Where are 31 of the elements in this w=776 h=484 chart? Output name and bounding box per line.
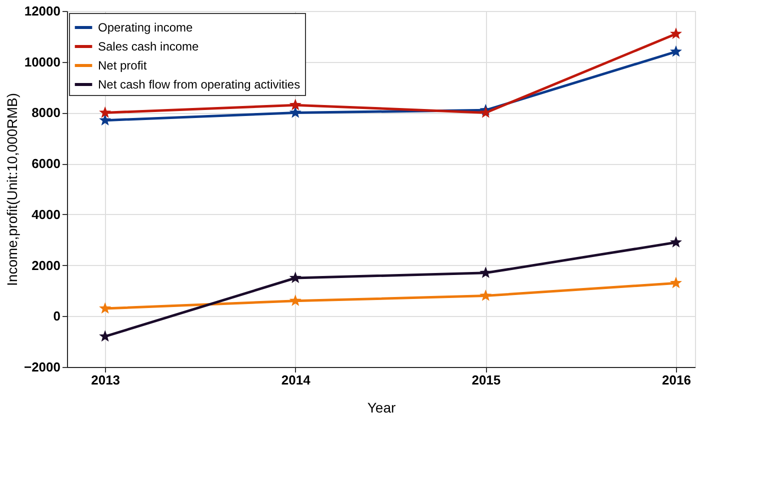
y-tick-label: 2000: [32, 258, 60, 273]
x-tick-label: 2016: [662, 372, 691, 388]
y-tick-label: 10000: [24, 54, 60, 70]
legend-label: Operating income: [98, 20, 194, 34]
point: [289, 272, 302, 284]
point: [289, 294, 302, 306]
y-axis-title: Income,profit(Unit:10,000RMB): [4, 93, 20, 286]
x-tick-label: 2014: [281, 372, 312, 388]
y-tick-label: 8000: [32, 105, 60, 120]
y-tick-label: 6000: [32, 156, 60, 172]
x-tick-label: 2013: [91, 372, 120, 388]
point: [289, 106, 302, 118]
point: [99, 106, 112, 118]
legend-label: Net cash flow from operating activities: [98, 78, 300, 92]
legend-label: Net profit: [98, 58, 148, 72]
point: [670, 236, 682, 248]
y-tick-label: −2000: [24, 360, 60, 374]
point: [99, 114, 112, 126]
legend-label: Sales cash income: [98, 40, 200, 54]
x-axis-title: Year: [367, 400, 396, 416]
y-tick-label: 0: [53, 308, 60, 324]
point: [289, 98, 302, 110]
point: [670, 45, 682, 57]
y-tick-label: 12000: [24, 4, 60, 18]
point: [670, 28, 682, 40]
point: [99, 302, 112, 314]
point: [480, 266, 492, 278]
point: [480, 289, 492, 301]
x-tick-label: 2015: [472, 372, 501, 388]
y-tick-label: 4000: [32, 206, 60, 222]
point: [670, 276, 682, 288]
